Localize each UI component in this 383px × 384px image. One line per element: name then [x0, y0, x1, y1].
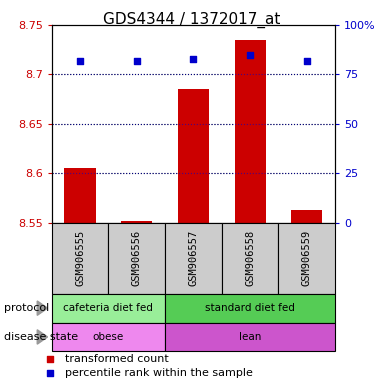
Text: GSM906557: GSM906557 — [188, 230, 198, 286]
Text: transformed count: transformed count — [65, 354, 169, 364]
Bar — [121, 221, 152, 223]
Text: GDS4344 / 1372017_at: GDS4344 / 1372017_at — [103, 12, 280, 28]
Bar — [165, 294, 335, 323]
Point — [190, 56, 196, 62]
Bar — [108, 223, 165, 294]
Polygon shape — [37, 330, 47, 344]
Bar — [52, 294, 165, 323]
Text: cafeteria diet fed: cafeteria diet fed — [64, 303, 153, 313]
Bar — [165, 323, 335, 351]
Point — [304, 58, 310, 64]
Text: lean: lean — [239, 332, 261, 342]
Bar — [278, 223, 335, 294]
Point — [47, 356, 53, 362]
Text: obese: obese — [93, 332, 124, 342]
Bar — [222, 223, 278, 294]
Text: GSM906559: GSM906559 — [302, 230, 312, 286]
Text: GSM906558: GSM906558 — [245, 230, 255, 286]
Text: protocol: protocol — [4, 303, 49, 313]
Text: disease state: disease state — [4, 332, 78, 342]
Bar — [178, 89, 209, 223]
Point — [247, 51, 253, 58]
Point — [47, 370, 53, 376]
Bar — [291, 210, 322, 223]
Text: percentile rank within the sample: percentile rank within the sample — [65, 368, 253, 378]
Bar — [64, 168, 96, 223]
Text: standard diet fed: standard diet fed — [205, 303, 295, 313]
Polygon shape — [37, 301, 47, 315]
Text: GSM906555: GSM906555 — [75, 230, 85, 286]
Point — [77, 58, 83, 64]
Bar — [234, 40, 266, 223]
Bar — [165, 223, 222, 294]
Point — [134, 58, 140, 64]
Text: GSM906556: GSM906556 — [132, 230, 142, 286]
Bar — [52, 223, 108, 294]
Bar — [52, 323, 165, 351]
